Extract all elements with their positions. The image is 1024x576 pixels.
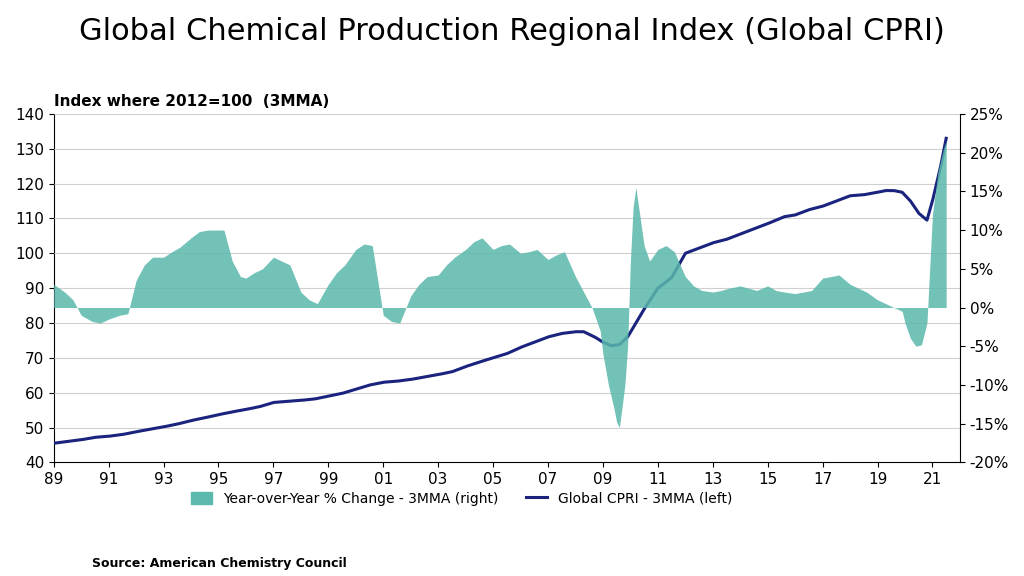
Legend: Year-over-Year % Change - 3MMA (right), Global CPRI - 3MMA (left): Year-over-Year % Change - 3MMA (right), … [185,486,737,511]
Text: Global Chemical Production Regional Index (Global CPRI): Global Chemical Production Regional Inde… [79,17,945,46]
Text: Index where 2012=100  (3MMA): Index where 2012=100 (3MMA) [53,93,329,108]
Text: Source: American Chemistry Council: Source: American Chemistry Council [92,557,347,570]
